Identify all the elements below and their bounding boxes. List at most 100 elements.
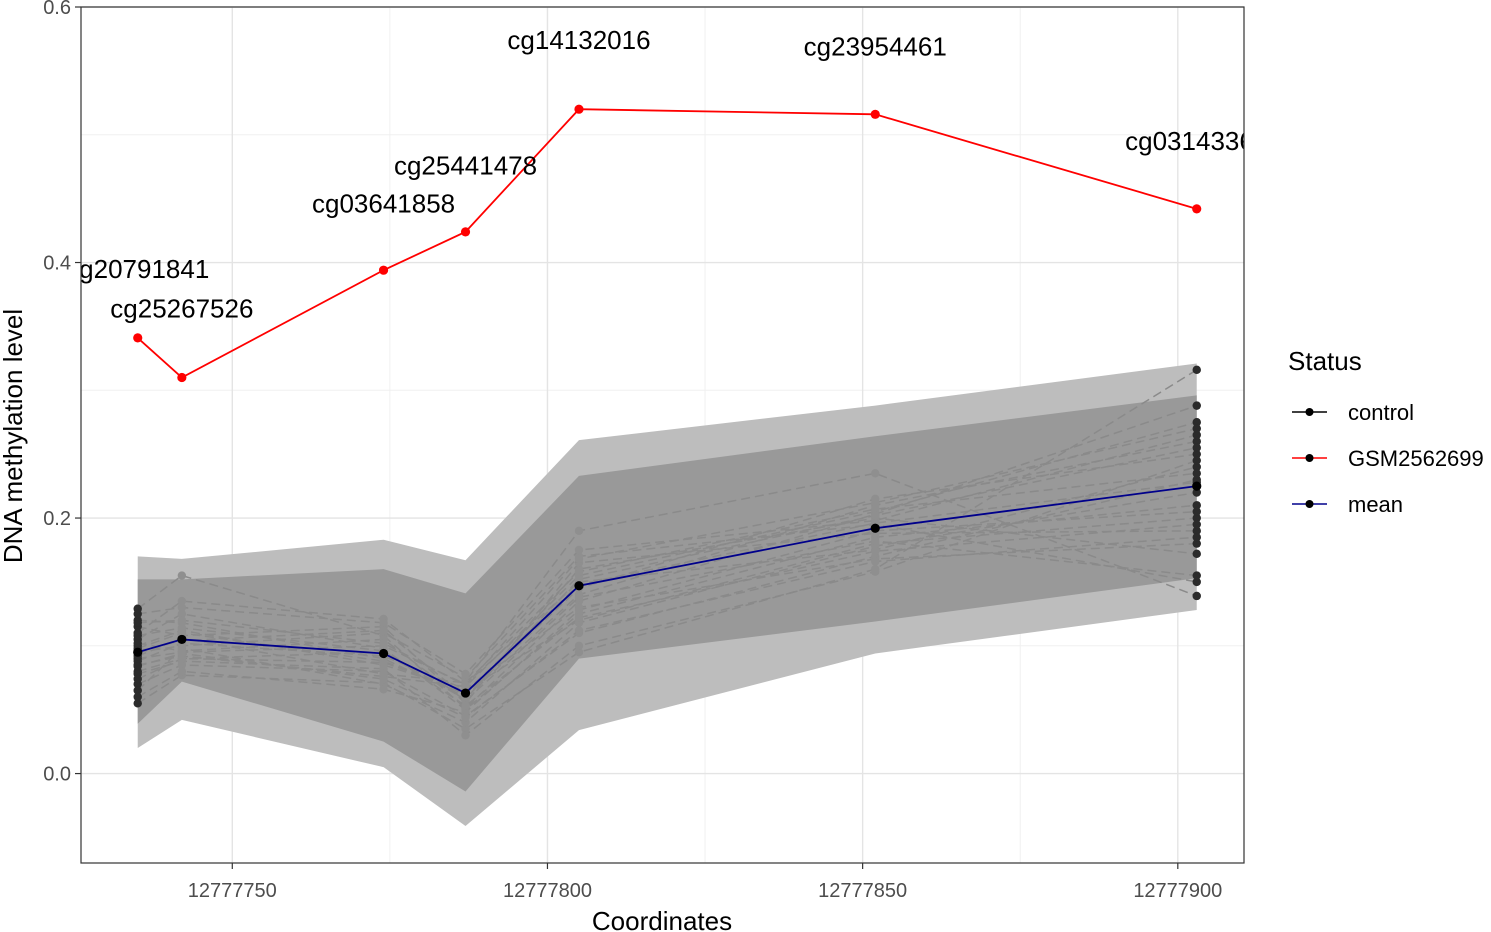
control-point xyxy=(133,692,142,702)
probe-label: cg03641858 xyxy=(312,189,455,219)
control-point xyxy=(871,504,880,514)
y-tick-label: 0.0 xyxy=(43,764,71,786)
control-point xyxy=(177,616,187,625)
control-point xyxy=(1192,591,1201,601)
control-point xyxy=(871,557,880,566)
control-point xyxy=(133,686,142,695)
control-point xyxy=(379,658,388,667)
control-point xyxy=(133,674,142,684)
control-point xyxy=(379,639,388,648)
mean-point xyxy=(133,647,143,657)
control-point xyxy=(1192,501,1201,510)
control-point xyxy=(574,526,584,536)
legend-label-sample: GSM2562699 xyxy=(1348,446,1484,471)
control-point xyxy=(1192,430,1201,440)
control-point xyxy=(379,618,388,628)
control-point xyxy=(133,618,142,628)
control-point xyxy=(379,674,388,684)
control-point xyxy=(871,567,880,576)
control-point xyxy=(1192,571,1201,580)
control-point xyxy=(1192,418,1201,427)
control-point xyxy=(133,699,142,708)
control-point xyxy=(177,649,187,658)
control-point xyxy=(1192,507,1201,516)
control-point xyxy=(1192,539,1201,548)
control-point xyxy=(574,545,584,555)
legend-key-point xyxy=(1305,454,1314,462)
y-axis-title: DNA methylation level xyxy=(0,309,28,563)
control-point xyxy=(177,667,187,676)
control-point xyxy=(177,603,187,612)
control-point xyxy=(1192,437,1201,446)
x-axis-title: Coordinates xyxy=(592,906,732,932)
x-tick-label: 12777750 xyxy=(188,880,277,902)
plot-panel-border xyxy=(80,6,1245,864)
control-point xyxy=(1192,449,1201,459)
control-point xyxy=(1192,549,1201,559)
control-point xyxy=(574,575,584,584)
probe-labels: cg20791841 cg25267526 cg03641858 cg25441478… xyxy=(66,25,1268,323)
control-point xyxy=(574,567,584,576)
control-point xyxy=(574,554,584,564)
legend-key-point xyxy=(1305,500,1314,508)
axis-ticks: 12777750 12777800 12777850 12777900 0.0 0.2 0.… xyxy=(43,0,1222,902)
legend-item-sample: GSM2562699 xyxy=(1292,446,1484,471)
sample-point xyxy=(460,227,471,237)
control-point xyxy=(379,626,388,635)
mean-point xyxy=(574,581,584,591)
control-point xyxy=(1192,443,1201,452)
probe-label: cg25267526 xyxy=(110,293,253,323)
control-point xyxy=(133,609,142,619)
control-point xyxy=(1192,488,1201,497)
control-point xyxy=(871,511,880,520)
control-point xyxy=(461,681,470,690)
y-tick-label: 0.6 xyxy=(43,0,71,19)
probe-label: cg03143365 xyxy=(1125,126,1268,156)
legend-item-mean: mean xyxy=(1292,492,1403,517)
y-tick-label: 0.4 xyxy=(43,253,71,275)
probe-label: cg25441478 xyxy=(394,150,537,180)
sample-point xyxy=(870,109,880,119)
control-point xyxy=(871,498,880,507)
control-point xyxy=(461,701,470,711)
control-point xyxy=(1192,577,1201,587)
control-point xyxy=(574,593,584,602)
control-point xyxy=(379,685,388,694)
x-tick-label: 12777800 xyxy=(503,880,592,902)
mean-point xyxy=(460,688,471,698)
legend-title: Status xyxy=(1288,346,1362,376)
control-point xyxy=(1192,526,1201,536)
legend-item-control: control xyxy=(1292,400,1414,425)
control-point xyxy=(461,731,470,740)
control-point xyxy=(1192,424,1201,433)
y-tick-label: 0.2 xyxy=(43,508,71,530)
probe-label: cg14132016 xyxy=(507,25,650,55)
control-point xyxy=(177,609,187,619)
control-point xyxy=(574,641,584,651)
legend-label-mean: mean xyxy=(1348,492,1403,517)
mean-series xyxy=(133,481,1202,698)
control-point xyxy=(1192,513,1201,523)
x-tick-label: 12777850 xyxy=(818,880,907,902)
control-point xyxy=(1192,469,1201,478)
control-point xyxy=(1192,401,1201,410)
control-point xyxy=(574,605,584,615)
sample-series xyxy=(133,104,1202,383)
mean-point xyxy=(870,523,880,533)
control-point xyxy=(1192,520,1201,529)
probe-label: cg20791841 xyxy=(66,254,209,284)
control-point xyxy=(574,613,584,622)
control-point xyxy=(1192,462,1201,472)
control-point xyxy=(461,669,470,679)
mean-point xyxy=(177,634,187,645)
sample-point xyxy=(574,104,584,114)
mean-point xyxy=(378,648,389,659)
control-point xyxy=(177,623,187,633)
mean-point xyxy=(1192,481,1202,491)
control-point xyxy=(871,536,880,546)
sample-point xyxy=(133,333,143,343)
control-point xyxy=(1192,365,1201,375)
control-point xyxy=(177,596,187,606)
probe-label: cg23954461 xyxy=(804,32,947,62)
